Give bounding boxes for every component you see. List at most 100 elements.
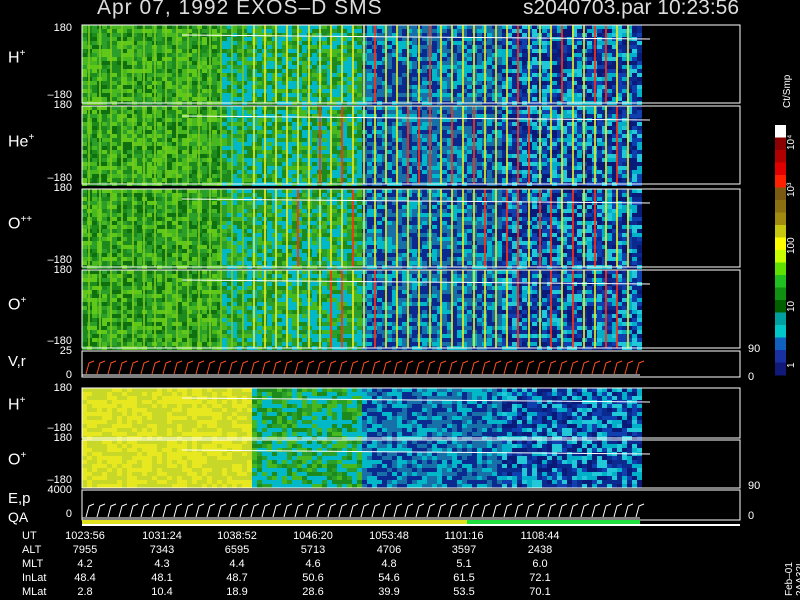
colorbar-tick: 1 [786,362,797,368]
table-cell: 1108:44 [520,530,560,542]
table-cell: 7343 [149,544,175,556]
colorbar-segment [775,250,786,263]
table-cell: 2438 [527,544,553,556]
panel-border [81,24,741,104]
panel-label-o-plus: O+ [8,295,27,314]
panel-label-qa: QA [8,509,29,525]
colorbar-segment [775,300,786,313]
colorbar-unit: Ct/Smp [782,74,793,108]
colorbar-tick: 10³ [786,182,797,197]
table-row-label: ALT [22,544,42,556]
table-cell: 4.3 [154,558,170,570]
panel-border [81,387,741,439]
panel-label-he-plus: He+ [8,132,35,151]
table-cell: 4.6 [305,558,321,570]
y-tick: –180 [47,335,72,347]
colorbar-segment [775,275,786,288]
table-cell: 48.7 [226,572,248,584]
table-cell: 1038:52 [217,530,257,542]
table-cell: 18.9 [226,586,248,598]
panel-label-ep: E,p [8,490,31,507]
panel-border [81,350,741,378]
panel-label-vr: V,r [8,353,26,370]
table-cell: 1046:20 [293,530,333,542]
colorbar-segment [775,175,786,188]
qa-bar [467,520,640,524]
table-cell: 28.6 [302,586,324,598]
table-cell: 6.0 [532,558,548,570]
table-cell: 7955 [72,544,98,556]
table-cell: 2.8 [77,586,93,598]
colorbar-tick: 100 [786,237,797,254]
table-cell: 48.1 [151,572,173,584]
colorbar-segment [775,162,786,176]
y-tick: –180 [47,422,72,434]
right-tick: 90 [748,343,761,355]
table-row-label: UT [22,530,37,542]
table-cell: 61.5 [453,572,475,584]
table-row-label: InLat [22,572,47,584]
y-tick: 0 [65,369,72,381]
table-row-label: MLat [22,586,47,598]
table-cell: 10.4 [151,586,173,598]
colorbar-segment [775,125,786,138]
table-cell: 4.4 [229,558,245,570]
y-tick: –180 [47,254,72,266]
colorbar-segment [775,237,786,251]
y-tick: 180 [53,432,72,444]
y-tick: 180 [53,182,72,194]
panel-label-o-plus-plus: O++ [8,214,33,233]
table-cell: 48.4 [74,572,96,584]
y-tick: 4000 [47,484,72,496]
panel-label-h-plus-2: H+ [8,395,26,414]
y-tick: 180 [53,382,72,394]
colorbar-segment [775,225,786,238]
colorbar-segment [775,187,786,201]
table-cell: 70.1 [529,586,551,598]
y-tick: 25 [59,345,72,357]
panel-border [81,188,741,268]
panel-label-h-plus: H+ [8,48,26,67]
colorbar-segment [775,212,786,226]
table-row-label: MLT [22,558,44,570]
panel-border [81,105,741,185]
table-cell: 5713 [300,544,326,556]
right-tick: 0 [748,371,755,383]
y-tick: –180 [47,89,72,101]
y-tick: –180 [47,172,72,184]
table-cell: 4706 [376,544,402,556]
table-cell: 3597 [451,544,477,556]
right-tick: 90 [748,480,761,492]
colorbar-segment [775,325,786,338]
table-cell: 6595 [224,544,250,556]
colorbar-segment [775,262,786,276]
colorbar-segment [775,137,786,151]
table-cell: 5.1 [456,558,472,570]
table-cell: 53.5 [453,586,475,598]
panel-border [81,439,741,489]
table-cell: 4.2 [77,558,93,570]
file-time-label: s2040703.par 10:23:56 [523,0,740,19]
y-tick: 180 [53,99,72,111]
colorbar-segment [775,362,786,376]
table-cell: 1053:48 [369,530,409,542]
panel-label-o-plus-2: O+ [8,450,27,469]
colorbar-segment [775,287,786,301]
table-cell: 72.1 [529,572,551,584]
qa-bar [82,520,467,524]
colorbar-segment [775,337,786,351]
y-tick: –180 [47,474,72,486]
y-tick: 180 [53,264,72,276]
right-tick: 0 [748,510,755,522]
table-cell: 4.8 [381,558,397,570]
chart-title: Apr 07, 1992 EXOS–D SMS [97,0,383,19]
panel-frame [82,351,740,377]
table-cell: 39.9 [378,586,400,598]
colorbar-segment [775,150,786,163]
colorbar-tick: 10 [786,300,797,312]
colorbar-segment [775,200,786,213]
y-tick: 180 [53,22,72,34]
table-cell: 1101:16 [444,530,484,542]
table-cell: 50.6 [302,572,324,584]
y-tick: 0 [65,508,72,520]
